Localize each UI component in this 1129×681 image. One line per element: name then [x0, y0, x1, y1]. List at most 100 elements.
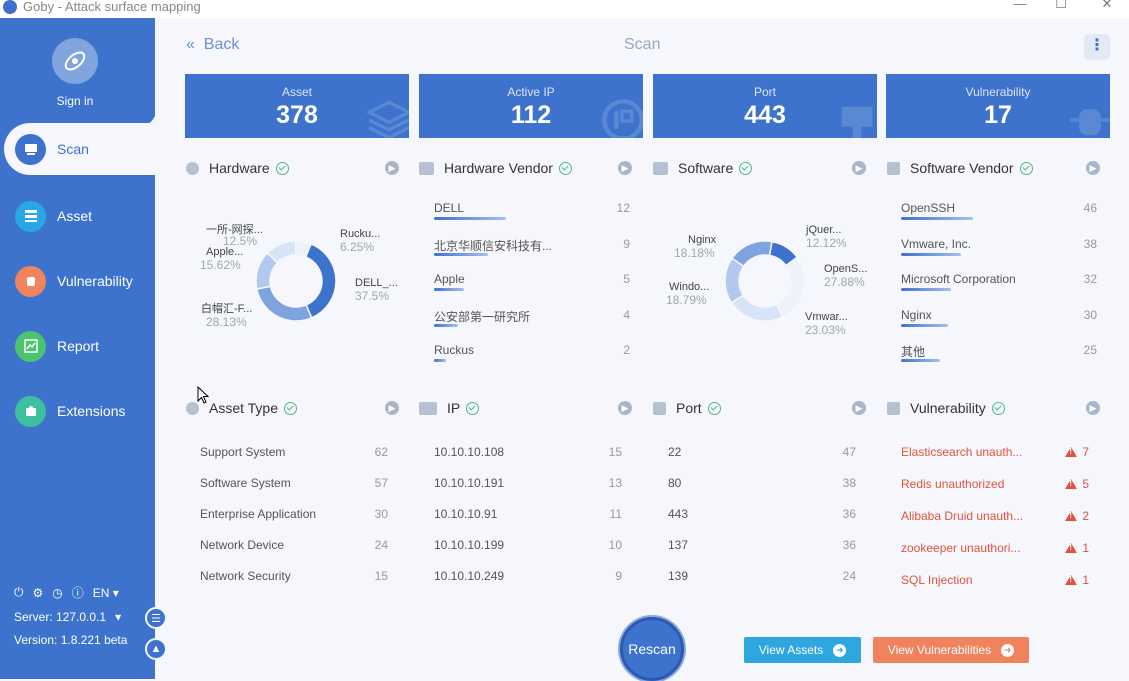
list-item[interactable]: Network Device 24 [200, 538, 388, 569]
software-vendor-more-button[interactable]: ▶ [1086, 161, 1100, 175]
list-item[interactable]: OpenSSH 46 [901, 199, 1097, 235]
list-item[interactable]: 80 38 [668, 476, 856, 507]
maximize-icon[interactable]: ☐ [1055, 0, 1067, 11]
item-name: 10.10.10.108 [434, 445, 505, 459]
list-item[interactable]: 137 36 [668, 538, 856, 569]
sidebar-item-scan[interactable]: Scan [4, 123, 155, 175]
gear-icon [186, 161, 199, 175]
vulnerability-item[interactable]: zookeeper unauthori... 1 [901, 541, 1089, 573]
server-select[interactable]: Server: 127.0.0.1 ▾ [14, 610, 122, 624]
list-item[interactable]: 其他 25 [901, 341, 1097, 377]
donut-slice[interactable] [730, 294, 784, 322]
list-item[interactable]: 10.10.10.91 11 [434, 507, 622, 538]
donut-slice[interactable] [304, 242, 337, 319]
minimize-icon[interactable]: — [1013, 0, 1027, 11]
rescan-button[interactable]: Rescan [620, 617, 684, 681]
avatar[interactable] [52, 38, 98, 84]
item-bar [434, 288, 465, 291]
item-bar [901, 288, 952, 291]
item-name: Network Security [200, 569, 291, 583]
sidebar-item-report[interactable]: Report [0, 320, 155, 372]
vulnerability-item[interactable]: Redis unauthorized 5 [901, 477, 1089, 509]
chart-icon [15, 330, 46, 362]
item-count-wrap: 1 [1065, 541, 1089, 555]
vulnerability-item[interactable]: Alibaba Druid unauth... 2 [901, 509, 1089, 541]
view-vulnerabilities-button[interactable]: View Vulnerabilities ➜ [873, 637, 1029, 663]
donut-slice[interactable] [255, 285, 313, 322]
list-item[interactable]: Network Security 15 [200, 569, 388, 600]
item-name: Ruckus [434, 343, 475, 357]
list-item[interactable]: 139 24 [668, 569, 856, 600]
mouse-cursor-icon [197, 386, 209, 404]
list-item[interactable]: 北京华顺信安科技有... 9 [434, 235, 630, 271]
list-item[interactable]: Nginx 30 [901, 306, 1097, 342]
history-icon[interactable]: ◷ [52, 585, 63, 600]
list-item[interactable]: Microsoft Corporation 32 [901, 270, 1097, 306]
list-item[interactable]: 22 47 [668, 445, 856, 476]
warning-icon [1065, 479, 1078, 489]
vulnerability-item[interactable]: SQL Injection 1 [901, 573, 1089, 605]
list-item[interactable]: Enterprise Application 30 [200, 507, 388, 538]
item-count: 38 [1083, 236, 1097, 251]
back-button[interactable]: « Back [186, 36, 240, 53]
item-count: 47 [842, 445, 856, 459]
software-label: Nginx 18.18% [674, 234, 717, 260]
sidebar-item-vulnerability[interactable]: Vulnerability [0, 255, 155, 307]
close-icon[interactable]: ✕ [1101, 0, 1113, 11]
software-label: OpenS... 27.88% [824, 263, 868, 289]
vulnerability-item[interactable]: Elasticsearch unauth... 7 [901, 445, 1089, 477]
hardware-vendor-list: DELL 12 北京华顺信安科技有... 9 Apple 5 公安部第一研究所 4 Ruckus… [434, 199, 630, 377]
view-assets-button[interactable]: View Assets ➜ [744, 637, 861, 663]
list-item[interactable]: 10.10.10.191 13 [434, 476, 622, 507]
list-item[interactable]: Vmware, Inc. 38 [901, 235, 1097, 271]
hardware-more-button[interactable]: ▶ [385, 161, 399, 175]
vulnerability-more-button[interactable]: ▶ [1086, 401, 1100, 415]
sidebar-item-extensions[interactable]: Extensions [0, 385, 155, 437]
settings-icon[interactable]: ⚙ [32, 585, 44, 600]
donut-slice[interactable] [775, 256, 806, 318]
port-more-button[interactable]: ▶ [852, 401, 866, 415]
sign-in-link[interactable]: Sign in [56, 94, 94, 108]
list-item[interactable]: Support System 62 [200, 445, 388, 476]
sidebar-item-asset[interactable]: Asset [0, 190, 155, 242]
item-name: 443 [668, 507, 689, 521]
hardware-vendor-more-button[interactable]: ▶ [618, 161, 632, 175]
donut-slice[interactable] [294, 240, 312, 258]
item-count: 4 [623, 307, 630, 322]
donut-slice[interactable] [731, 240, 773, 268]
list-item[interactable]: 443 36 [668, 507, 856, 538]
software-donut-chart [724, 240, 806, 322]
list-item[interactable]: Software System 57 [200, 476, 388, 507]
sidebar-curve [140, 110, 156, 126]
list-item[interactable]: Ruckus 2 [434, 341, 630, 377]
item-count: 2 [1082, 509, 1089, 523]
list-item[interactable]: DELL 12 [434, 199, 630, 235]
port-list: 22 47 80 38 443 36 137 36 139 24 [668, 445, 856, 600]
list-item[interactable]: 10.10.10.108 15 [434, 445, 622, 476]
info-icon[interactable]: ⓘ [71, 586, 84, 600]
asset-icon [15, 200, 46, 232]
ip-list: 10.10.10.108 15 10.10.10.191 13 10.10.10.91 1… [434, 445, 622, 600]
item-name: Alibaba Druid unauth... [901, 509, 1024, 523]
list-item[interactable]: 10.10.10.199 10 [434, 538, 622, 569]
item-name: 137 [668, 538, 689, 552]
item-count: 62 [374, 445, 388, 459]
list-item[interactable]: 10.10.10.249 9 [434, 569, 622, 600]
hardware-donut-chart [255, 240, 337, 322]
list-item[interactable]: Apple 5 [434, 270, 630, 306]
list-icon[interactable]: ☰ [145, 607, 167, 629]
warning-icon[interactable]: ▲ [145, 638, 167, 660]
list-item[interactable]: 公安部第一研究所 4 [434, 306, 630, 342]
bug-icon [15, 265, 46, 297]
power-icon[interactable]: ⏻ [14, 585, 24, 599]
item-count: 57 [374, 476, 388, 490]
more-options-button[interactable]: ⋮ [1084, 34, 1110, 60]
language-select[interactable]: EN ▾ [92, 585, 119, 600]
asset-type-more-button[interactable]: ▶ [385, 401, 399, 415]
warning-icon [1065, 543, 1078, 553]
software-more-button[interactable]: ▶ [852, 161, 866, 175]
ip-more-button[interactable]: ▶ [618, 401, 632, 415]
item-count: 30 [374, 507, 388, 521]
hardware-label: DELL_... 37.5% [355, 277, 398, 303]
item-name: Enterprise Application [200, 507, 317, 521]
